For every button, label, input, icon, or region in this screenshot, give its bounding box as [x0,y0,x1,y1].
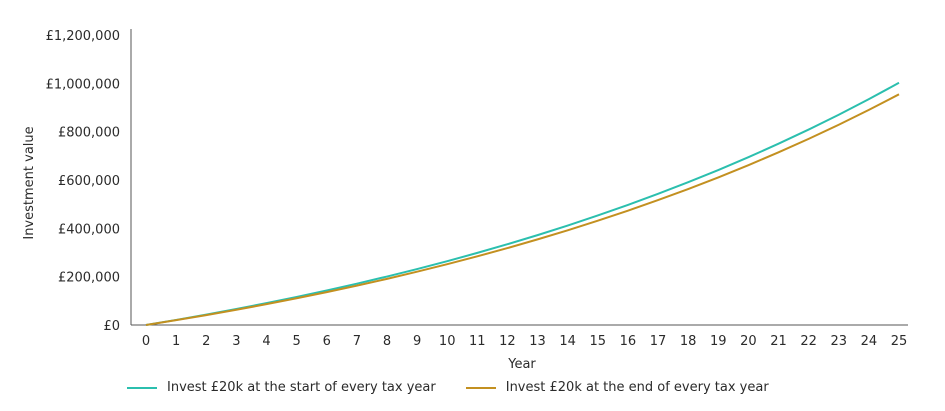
x-tick-label: 3 [232,334,240,349]
legend-item-start: Invest £20k at the start of every tax ye… [127,380,436,395]
x-tick-label: 5 [292,334,300,349]
x-tick-label: 12 [499,334,516,349]
y-tick-label: £1,000,000 [46,77,120,92]
legend-swatch-start [127,386,157,389]
legend-swatch-end [465,386,496,389]
series-line-start [145,81,900,326]
x-tick-label: 21 [770,334,787,349]
x-tick-label: 4 [262,334,270,349]
y-tick-label: £800,000 [58,126,120,141]
x-tick-label: 11 [469,334,486,349]
legend-label-end: Invest £20k at the end of every tax year [505,380,769,395]
legend-label-start: Invest £20k at the start of every tax ye… [167,380,436,395]
x-tick-label: 2 [202,334,210,349]
x-axis-ticks: 0 1 2 3 4 5 6 7 8 9 10 11 12 13 14 15 16 17 18 19 20 21 22 23 24… [142,334,907,349]
x-tick-label: 22 [800,334,817,349]
x-tick-label: 0 [142,334,150,349]
x-tick-label: 1 [172,334,180,349]
y-tick-label: £1,200,000 [46,29,120,44]
x-tick-label: 9 [413,334,421,349]
x-tick-label: 8 [383,334,391,349]
x-axis-label: Year [507,357,536,372]
x-tick-label: 17 [650,334,667,349]
x-tick-label: 20 [740,334,757,349]
y-tick-label: £600,000 [58,174,120,189]
y-tick-label: £400,000 [58,222,120,237]
x-tick-label: 24 [861,334,878,349]
series-line-end [145,93,900,326]
x-tick-label: 6 [323,334,331,349]
line-chart: £0 £200,000 £400,000 £600,000 £800,000 £1,000… [22,29,908,372]
x-tick-label: 14 [559,334,576,349]
y-tick-label: £0 [103,319,120,334]
x-tick-label: 16 [620,334,637,349]
x-tick-label: 10 [439,334,456,349]
x-tick-label: 18 [680,334,697,349]
legend-item-end: Invest £20k at the end of every tax year [465,380,769,395]
x-tick-label: 23 [830,334,847,349]
x-tick-label: 15 [590,334,607,349]
y-axis-ticks: £0 £200,000 £400,000 £600,000 £800,000 £1,000… [46,29,120,334]
x-tick-label: 7 [353,334,361,349]
x-tick-label: 19 [710,334,727,349]
y-axis-label: Investment value [22,126,37,239]
x-tick-label: 25 [891,334,908,349]
legend: Invest £20k at the start of every tax ye… [127,380,769,395]
x-tick-label: 13 [529,334,546,349]
series-lines [145,81,900,326]
y-tick-label: £200,000 [58,271,120,286]
